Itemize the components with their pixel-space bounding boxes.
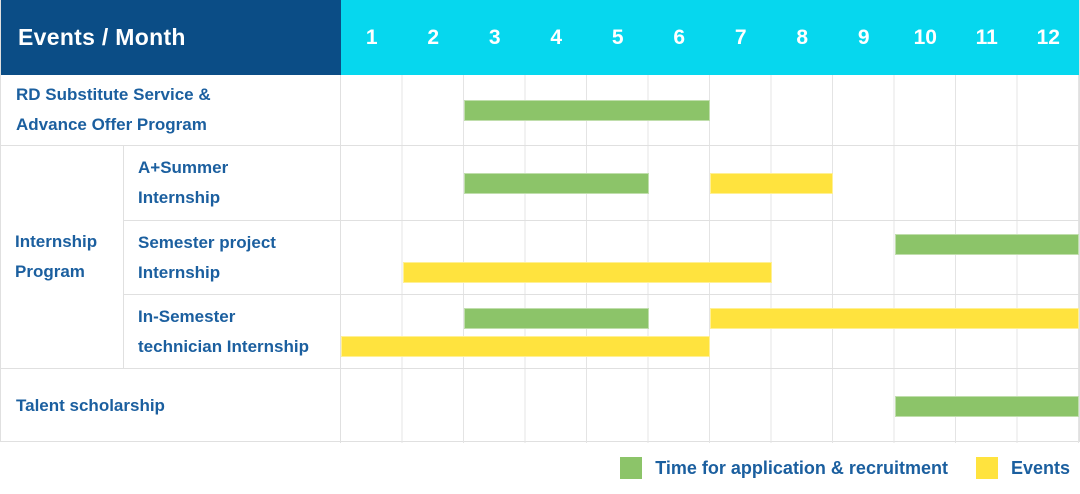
gantt-bar-event [402, 262, 772, 283]
legend-swatch-event [975, 457, 998, 479]
label-line: technician Internship [138, 336, 309, 356]
legend-label: Events [1010, 457, 1070, 478]
month-header-cell: 6 [673, 25, 686, 49]
subrows: A+Summer Internship Semester project Intern… [124, 146, 1079, 368]
gantt-bar-recruitment [894, 395, 1079, 417]
month-header-cell: 3 [488, 25, 501, 49]
subrow-label: A+Summer Internship [124, 146, 341, 220]
month-header-cell: 10 [913, 25, 937, 49]
table-subrow: Semester project Internship [124, 220, 1079, 294]
events-month-header-cell: Events / Month [1, 0, 341, 75]
table-body: RD Substitute Service & Advance Offer Pro… [1, 75, 1079, 443]
label-line: In-Semester [138, 306, 236, 326]
gantt-chart-cell [341, 369, 1079, 443]
label-line: Internship [15, 232, 98, 251]
label-line: Program [15, 262, 85, 281]
legend-label: Time for application & recruitment [655, 457, 948, 478]
label-line: RD Substitute Service & [16, 85, 211, 104]
table-subrow: A+Summer Internship [124, 146, 1079, 220]
gantt-chart-cell [341, 221, 1079, 294]
gantt-bar-event [341, 336, 710, 357]
gantt-bar-event [710, 172, 833, 194]
gantt-bar-recruitment [464, 99, 710, 121]
label-line: Talent scholarship [16, 396, 165, 415]
subrow-label: In-Semester technician Internship [124, 295, 341, 368]
subrow-label: Semester project Internship [124, 221, 341, 294]
gantt-chart-cell [341, 146, 1079, 220]
month-header-row: 1 2 3 4 5 6 7 8 9 10 11 12 [341, 0, 1079, 75]
legend-item-event: Events [975, 457, 1070, 479]
legend-item-recruitment: Time for application & recruitment [620, 457, 948, 479]
month-header-cell: 8 [796, 25, 809, 49]
gantt-table: Events / Month 1 2 3 4 5 6 7 8 9 10 11 12 RD Substi… [0, 0, 1080, 443]
label-line: Advance Offer Program [16, 115, 207, 134]
gantt-bar-recruitment [464, 308, 649, 329]
group-label: Internship Program [1, 146, 124, 368]
table-subrow: In-Semester technician Internship [124, 294, 1079, 368]
gantt-chart-cell [341, 75, 1079, 145]
legend-swatch-recruitment [620, 457, 643, 479]
gantt-bar-recruitment [464, 172, 649, 194]
table-header-row: Events / Month 1 2 3 4 5 6 7 8 9 10 11 12 [1, 0, 1079, 75]
month-header-cell: 2 [427, 25, 440, 49]
gantt-bar-recruitment [894, 234, 1079, 255]
table-title: Events / Month [18, 24, 186, 50]
month-header-cell: 12 [1036, 25, 1060, 49]
table-row: Talent scholarship [1, 368, 1079, 443]
gantt-bar-event [710, 308, 1079, 329]
month-header-cell: 5 [611, 25, 624, 49]
row-label: Talent scholarship [1, 369, 341, 443]
month-header-cell: 4 [550, 25, 563, 49]
label-line: Semester project [138, 232, 276, 252]
label-line: Internship [138, 188, 221, 207]
gantt-chart-cell [341, 295, 1079, 368]
row-label: RD Substitute Service & Advance Offer Pro… [1, 75, 341, 145]
month-header-cell: 9 [857, 25, 870, 49]
month-header-cell: 7 [734, 25, 747, 49]
label-line: Internship [138, 262, 221, 282]
month-header-cell: 1 [365, 25, 378, 49]
legend: Time for application & recruitment Events [0, 442, 1080, 494]
label-line: A+Summer [138, 158, 229, 177]
table-row-group: Internship Program A+Summer Internship Semes… [1, 145, 1079, 368]
table-row: RD Substitute Service & Advance Offer Pro… [1, 75, 1079, 145]
month-header-cell: 11 [975, 25, 998, 49]
